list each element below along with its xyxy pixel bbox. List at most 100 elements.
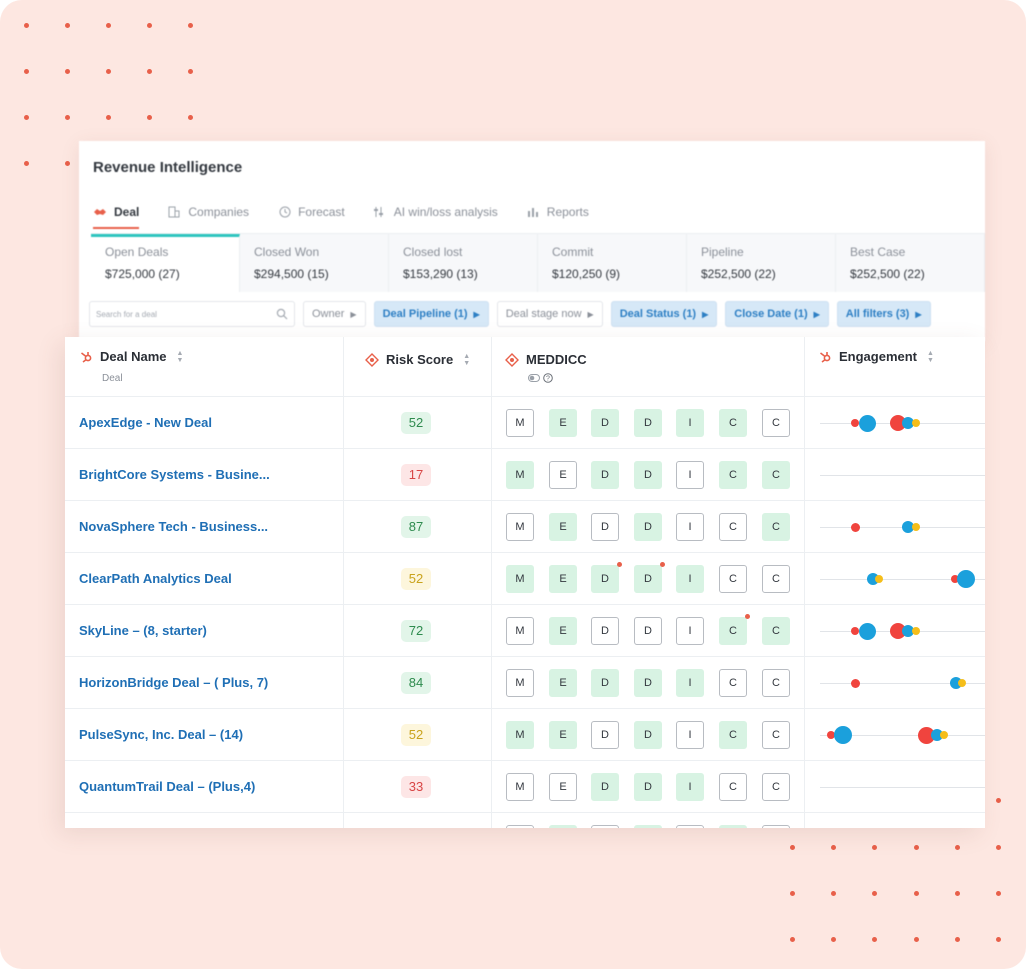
table-row[interactable]: MEDDICC [65, 813, 985, 828]
meddicc-cell[interactable]: M [506, 617, 534, 645]
table-row[interactable]: HorizonBridge Deal – ( Plus, 7) 84 M E D D I C C [65, 657, 985, 709]
engagement-bubble[interactable] [957, 570, 975, 588]
meddicc-cell[interactable]: M [506, 773, 534, 801]
engagement-bubble[interactable] [951, 575, 959, 583]
meddicc-cell[interactable]: C [762, 773, 790, 801]
tab-deal[interactable]: Deal [93, 201, 140, 229]
table-row[interactable]: SkyLine – (8, starter) 72 M E D D I C C [65, 605, 985, 657]
meddicc-cell[interactable]: D [591, 773, 619, 801]
meddicc-cell[interactable]: D [591, 513, 619, 541]
meddicc-cell[interactable]: C [719, 669, 747, 697]
meddicc-cell[interactable]: I [676, 409, 704, 437]
meddicc-cell[interactable]: C [719, 513, 747, 541]
column-deal-name[interactable]: Deal Name ▲ ▼ Deal [65, 337, 343, 396]
tab-forecast[interactable]: Forecast [277, 201, 345, 223]
meddicc-cell[interactable]: C [762, 461, 790, 489]
table-row[interactable]: ClearPath Analytics Deal 52 M E D D I C C [65, 553, 985, 605]
filter-deal-stage[interactable]: Deal stage now ▶ [496, 301, 603, 327]
engagement-bubble[interactable] [850, 522, 860, 532]
meddicc-cell[interactable]: E [549, 773, 577, 801]
table-row[interactable]: BrightCore Systems - Busine... 17 M E D D I C C [65, 449, 985, 501]
engagement-bubble[interactable] [858, 622, 876, 640]
meddicc-cell[interactable]: E [549, 409, 577, 437]
engagement-bubble[interactable] [917, 726, 935, 744]
deal-name-link[interactable]: SkyLine – (8, starter) [79, 623, 207, 638]
meddicc-cell[interactable]: C [762, 513, 790, 541]
meddicc-cell[interactable]: E [549, 617, 577, 645]
meddicc-cell[interactable]: E [549, 721, 577, 749]
meddicc-cell[interactable]: D [634, 721, 662, 749]
meddicc-cell[interactable]: M [506, 461, 534, 489]
meddicc-cell[interactable]: I [676, 565, 704, 593]
deal-name-link[interactable]: ClearPath Analytics Deal [79, 571, 232, 586]
stat-pipeline[interactable]: Pipeline $252,500 (22) [687, 234, 836, 292]
meddicc-cell[interactable]: E [549, 669, 577, 697]
engagement-bubble[interactable] [902, 521, 914, 533]
meddicc-cell[interactable]: M [506, 409, 534, 437]
meddicc-cell[interactable]: I [676, 617, 704, 645]
engagement-bubble[interactable] [958, 679, 966, 687]
tab-reports[interactable]: Reports [526, 201, 589, 223]
meddicc-cell[interactable]: I [676, 825, 704, 828]
stat-best-case[interactable]: Best Case $252,500 (22) [836, 234, 985, 292]
meddicc-cell[interactable]: M [506, 825, 534, 828]
tab-ai-win-loss[interactable]: AI win/loss analysis [373, 201, 498, 223]
search-input[interactable]: Search for a deal [89, 301, 295, 327]
table-row[interactable]: ApexEdge - New Deal 52 M E D D I C C [65, 397, 985, 449]
meddicc-cell[interactable]: C [762, 565, 790, 593]
stat-commit[interactable]: Commit $120,250 (9) [538, 234, 687, 292]
engagement-bubble[interactable] [912, 523, 920, 531]
meddicc-cell[interactable]: D [634, 513, 662, 541]
deal-name-link[interactable]: ApexEdge - New Deal [79, 415, 212, 430]
meddicc-cell[interactable]: D [634, 669, 662, 697]
engagement-bubble[interactable] [827, 731, 835, 739]
meddicc-cell[interactable]: D [591, 461, 619, 489]
meddicc-cell[interactable]: D [634, 562, 665, 593]
column-risk-score[interactable]: Risk Score ▲ ▼ [343, 337, 491, 396]
tab-companies[interactable]: Companies [167, 201, 249, 223]
table-row[interactable]: QuantumTrail Deal – (Plus,4) 33 M E D D I C C [65, 761, 985, 813]
engagement-bubble[interactable] [875, 575, 883, 583]
meddicc-cell[interactable]: D [634, 409, 662, 437]
filter-deal-status[interactable]: Deal Status (1) ▶ [610, 301, 718, 327]
help-icon[interactable]: ? [543, 373, 553, 383]
stat-closed-lost[interactable]: Closed lost $153,290 (13) [389, 234, 538, 292]
meddicc-cell[interactable]: C [719, 721, 747, 749]
meddicc-cell[interactable]: C [762, 617, 790, 645]
meddicc-cell[interactable]: D [591, 562, 622, 593]
sort-icon[interactable]: ▲ ▼ [463, 352, 471, 367]
filter-close-date[interactable]: Close Date (1) ▶ [725, 301, 829, 327]
meddicc-cell[interactable]: E [549, 565, 577, 593]
column-engagement[interactable]: Engagement ▲ ▼ [804, 337, 985, 396]
meddicc-cell[interactable]: E [549, 825, 577, 828]
engagement-bubble[interactable] [940, 731, 948, 739]
meddicc-cell[interactable]: I [676, 721, 704, 749]
meddicc-cell[interactable]: D [591, 409, 619, 437]
meddicc-cell[interactable]: I [676, 461, 704, 489]
engagement-bubble[interactable] [851, 627, 859, 635]
deal-name-link[interactable]: QuantumTrail Deal – (Plus,4) [79, 779, 256, 794]
meddicc-cell[interactable]: M [506, 669, 534, 697]
engagement-bubble[interactable] [902, 625, 914, 637]
meddicc-cell[interactable]: C [762, 721, 790, 749]
stat-open-deals[interactable]: Open Deals $725,000 (27) [91, 234, 240, 292]
engagement-bubble[interactable] [858, 414, 876, 432]
meddicc-cell[interactable]: C [762, 825, 790, 828]
deal-name-link[interactable]: PulseSync, Inc. Deal – (14) [79, 727, 244, 742]
meddicc-cell[interactable]: D [591, 617, 619, 645]
meddicc-cell[interactable]: E [549, 513, 577, 541]
deal-name-link[interactable]: BrightCore Systems - Busine... [79, 467, 270, 482]
meddicc-cell[interactable]: M [506, 513, 534, 541]
meddicc-cell[interactable]: D [634, 773, 662, 801]
meddicc-cell[interactable]: C [719, 614, 750, 645]
engagement-bubble[interactable] [834, 726, 852, 744]
meddicc-cell[interactable]: C [719, 825, 747, 828]
meddicc-cell[interactable]: M [506, 721, 534, 749]
filter-owner[interactable]: Owner ▶ [303, 301, 366, 327]
engagement-bubble[interactable] [850, 678, 860, 688]
table-row[interactable]: PulseSync, Inc. Deal – (14) 52 M E D D I C C [65, 709, 985, 761]
sort-icon[interactable]: ▲ ▼ [176, 349, 184, 364]
meddicc-cell[interactable]: C [719, 773, 747, 801]
table-row[interactable]: NovaSphere Tech - Business... 87 M E D D I C C [65, 501, 985, 553]
meddicc-cell[interactable]: D [591, 825, 619, 828]
